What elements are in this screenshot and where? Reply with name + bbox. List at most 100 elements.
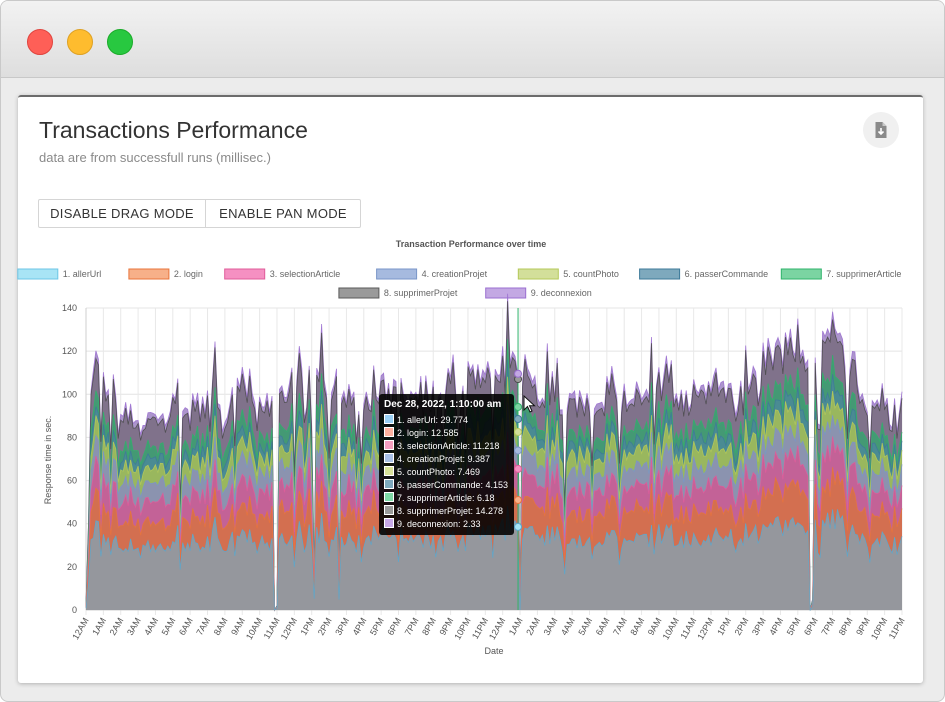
x-tick-label: 2AM: [524, 616, 542, 637]
x-tick-label: 4PM: [767, 616, 785, 637]
close-window-button[interactable]: [27, 29, 53, 55]
y-tick-label: 120: [62, 346, 77, 356]
x-tick-label: 8PM: [837, 616, 855, 637]
x-tick-label: 10PM: [869, 616, 889, 641]
enable-pan-mode-button[interactable]: ENABLE PAN MODE: [206, 199, 361, 228]
tooltip-value: 2. login: 12.585: [397, 428, 459, 438]
x-tick-label: 5AM: [576, 616, 594, 637]
x-tick-label: 4AM: [142, 616, 160, 637]
hover-point: [514, 496, 523, 505]
x-tick-label: 7AM: [611, 616, 629, 637]
x-tick-label: 6AM: [594, 616, 612, 637]
x-tick-label: 1AM: [90, 616, 108, 637]
x-tick-label: 7AM: [194, 616, 212, 637]
x-tick-label: 4AM: [559, 616, 577, 637]
tooltip-swatch: [384, 505, 394, 515]
x-tick-label: 4PM: [351, 616, 369, 637]
mouse-cursor-icon: [523, 394, 536, 413]
tooltip-value: 9. deconnexion: 2.33: [397, 519, 481, 529]
legend-item-label: 5. countPhoto: [563, 269, 619, 279]
legend-item-label: 6. passerCommande: [685, 269, 769, 279]
card-title: Transactions Performance: [39, 117, 308, 143]
tooltip-swatch: [384, 427, 394, 437]
x-tick-label: 10PM: [452, 616, 472, 641]
x-tick-label: 12AM: [487, 616, 507, 641]
x-tick-label: 1PM: [715, 616, 733, 637]
legend-item-label: 4. creationProjet: [422, 269, 488, 279]
line-series-1: [85, 505, 903, 612]
hover-point: [514, 446, 523, 455]
legend-item-label: 7. supprimerArticle: [826, 269, 901, 279]
download-file-icon: [875, 122, 887, 138]
tooltip-value: 1. allerUrl: 29.774: [397, 415, 469, 425]
tooltip-row: 7. supprimerArticle: 6.18: [384, 492, 509, 505]
tooltip-value: 8. supprimerProjet: 14.278: [397, 506, 504, 516]
tooltip-value: 4. creationProjet: 9.387: [397, 454, 491, 464]
area-series-1: [86, 505, 902, 610]
y-tick-label: 0: [72, 605, 77, 615]
tooltip-title: Dec 28, 2022, 1:10:00 am: [384, 399, 502, 410]
tooltip-row: 6. passerCommande: 4.153: [384, 479, 509, 492]
x-tick-label: 1AM: [507, 616, 525, 637]
hover-point: [514, 415, 523, 424]
x-tick-label: 8AM: [212, 616, 230, 637]
download-button[interactable]: [863, 112, 899, 148]
x-tick-label: 3PM: [750, 616, 768, 637]
tooltip-row: 3. selectionArticle: 11.218: [384, 440, 509, 453]
tooltip-swatch: [384, 453, 394, 463]
minimize-window-button[interactable]: [67, 29, 93, 55]
x-tick-label: 10AM: [244, 616, 264, 641]
x-tick-label: 5PM: [785, 616, 803, 637]
tooltip-row: 2. login: 12.585: [384, 427, 509, 440]
hover-point: [514, 402, 523, 411]
legend-item-label: 1. allerUrl: [63, 269, 102, 279]
y-tick-label: 140: [62, 303, 77, 313]
tooltip-swatch: [384, 492, 394, 502]
tooltip-swatch: [384, 440, 394, 450]
legend-swatch: [128, 268, 170, 280]
tooltip-row: 4. creationProjet: 9.387: [384, 453, 509, 466]
x-tick-label: 5AM: [160, 616, 178, 637]
legend-swatch: [485, 287, 527, 299]
x-tick-label: 12PM: [279, 616, 299, 641]
x-tick-label: 6PM: [802, 616, 820, 637]
legend-item-label: 8. supprimerProjet: [384, 288, 458, 298]
x-tick-label: 7PM: [403, 616, 421, 637]
hover-point: [514, 464, 523, 473]
legend-item-label: 2. login: [174, 269, 203, 279]
tooltip-swatch: [384, 414, 394, 424]
maximize-window-button[interactable]: [107, 29, 133, 55]
y-tick-label: 20: [67, 562, 77, 572]
legend-swatch: [224, 268, 266, 280]
hover-point: [514, 522, 523, 531]
x-axis-title: Date: [484, 646, 503, 656]
legend-swatch: [639, 268, 681, 280]
card-subtitle: data are from successfull runs (millisec…: [39, 150, 271, 165]
y-tick-label: 100: [62, 389, 77, 399]
tooltip-value: 6. passerCommande: 4.153: [397, 480, 509, 490]
x-tick-label: 8AM: [628, 616, 646, 637]
hover-point: [514, 427, 523, 436]
x-tick-label: 12PM: [695, 616, 715, 641]
tooltip-rows: 1. allerUrl: 29.774 2. login: 12.585 3. se…: [384, 414, 509, 531]
tooltip-row: 1. allerUrl: 29.774: [384, 414, 509, 427]
x-tick-label: 3AM: [542, 616, 560, 637]
tooltip-value: 7. supprimerArticle: 6.18: [397, 493, 495, 503]
x-tick-label: 12AM: [70, 616, 90, 641]
x-tick-label: 3AM: [125, 616, 143, 637]
x-tick-label: 2PM: [316, 616, 334, 637]
legend-swatch: [17, 268, 59, 280]
window-titlebar: [1, 1, 944, 78]
y-tick-label: 60: [67, 476, 77, 486]
x-tick-label: 10AM: [661, 616, 681, 641]
legend-swatch: [376, 268, 418, 280]
y-axis-title: Response time in sec.: [43, 416, 53, 505]
tooltip-swatch: [384, 479, 394, 489]
x-tick-label: 2AM: [108, 616, 126, 637]
tooltip-swatch: [384, 466, 394, 476]
legend-item-label: 9. deconnexion: [531, 288, 592, 298]
disable-drag-mode-button[interactable]: DISABLE DRAG MODE: [38, 199, 206, 228]
hover-point: [514, 369, 523, 378]
tooltip-row: 8. supprimerProjet: 14.278: [384, 505, 509, 518]
